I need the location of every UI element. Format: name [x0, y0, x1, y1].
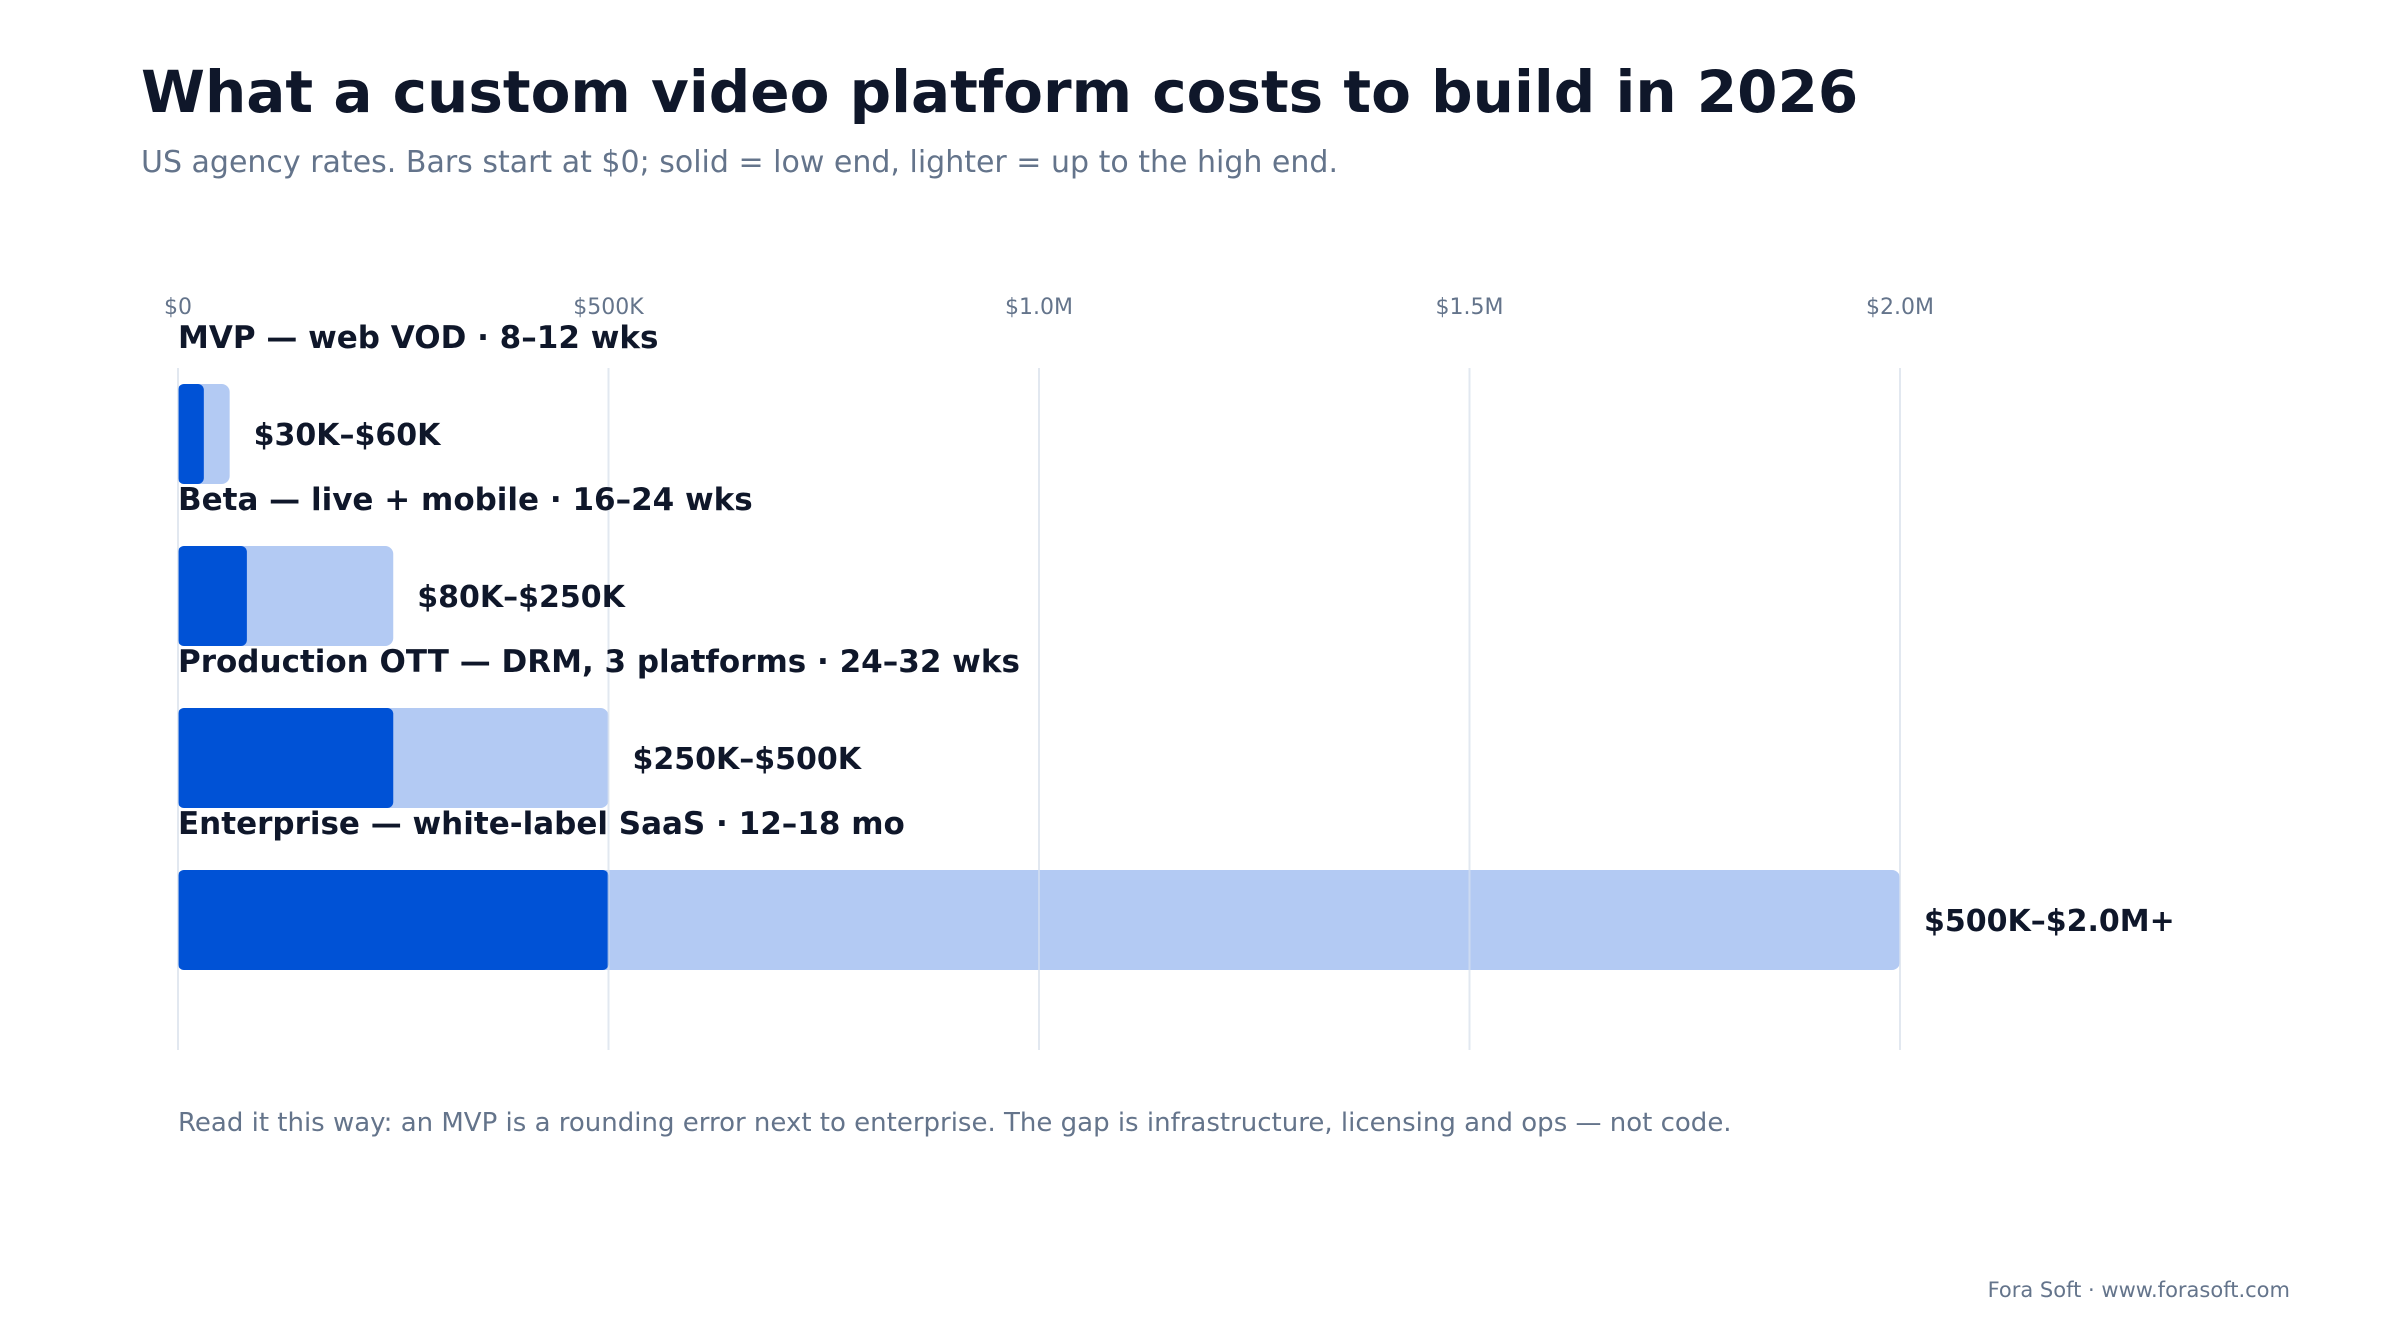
labels: $0 $500K $1.0M $1.5M $2.0M MVP — web VOD · 8–…: [164, 295, 2175, 939]
gridlines-overlay: [177, 368, 1901, 1050]
category-label: Enterprise — white-label SaaS · 12–18 mo: [178, 806, 905, 842]
x-tick-label: $1.0M: [1005, 295, 1073, 320]
bar-low-end: [178, 546, 247, 646]
credit-line: Fora Soft · www.forasoft.com: [1987, 1278, 2290, 1302]
x-tick-label: $2.0M: [1866, 295, 1934, 320]
value-label: $80K–$250K: [417, 580, 626, 615]
value-label: $30K–$60K: [254, 418, 442, 453]
x-tick-label: $500K: [573, 295, 644, 320]
bar-low-end: [178, 708, 394, 808]
page-subtitle: US agency rates. Bars start at $0; solid…: [141, 145, 1338, 180]
x-tick-label: $1.5M: [1436, 295, 1504, 320]
category-label: MVP — web VOD · 8–12 wks: [178, 320, 658, 356]
chart-note: Read it this way: an MVP is a rounding e…: [178, 1108, 1732, 1138]
bar-low-end: [178, 870, 609, 970]
value-label: $500K–$2.0M+: [1924, 904, 2175, 939]
category-label: Beta — live + mobile · 16–24 wks: [178, 482, 753, 518]
bar-low-end: [178, 384, 204, 484]
page-title: What a custom video platform costs to bu…: [141, 58, 1859, 126]
category-label: Production OTT — DRM, 3 platforms · 24–3…: [178, 644, 1020, 680]
x-tick-label: $0: [164, 295, 192, 320]
value-label: $250K–$500K: [633, 742, 863, 777]
